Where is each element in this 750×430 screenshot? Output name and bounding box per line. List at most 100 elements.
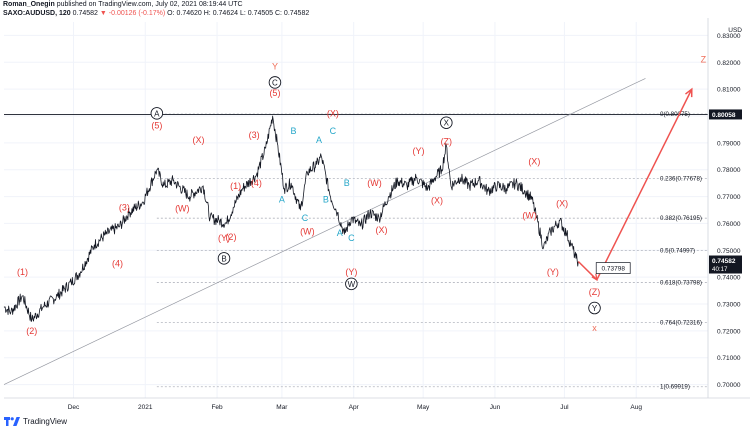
y-tick-label: 0.83000: [717, 33, 741, 40]
wave-label: (3): [249, 130, 260, 140]
brand-name: TradingView: [23, 417, 68, 426]
wave-label: Y: [592, 304, 598, 313]
symbol-line: SAXO:AUDUSD, 120 0.74582 ▼ -0.00126 (-0.…: [3, 9, 703, 18]
y-tick-label: 0.78000: [717, 167, 741, 174]
wave-label: X: [444, 119, 450, 128]
projection-down-arrowhead: [591, 273, 598, 282]
wave-label: B: [290, 126, 296, 136]
price-line: [3, 115, 579, 322]
wave-label: A: [154, 109, 160, 118]
y-tick-label: 0.72000: [717, 328, 741, 335]
wave-label: C: [302, 213, 309, 223]
x-tick-label: Mar: [276, 404, 288, 411]
wave-label: B: [323, 194, 329, 204]
projection-down-line: [577, 260, 598, 281]
wave-label: (4): [112, 259, 123, 269]
countdown-label: 40:17: [712, 266, 728, 273]
wave-label: (Y): [218, 233, 230, 243]
wave-label: B: [344, 178, 350, 188]
axes-layer: USD0.830000.820000.810000.800000.790000.…: [4, 18, 750, 411]
projection-up-arrowhead: [685, 87, 693, 98]
y-tick-label: 0.75000: [717, 248, 741, 255]
wave-label: (X): [327, 108, 339, 118]
price-series: [3, 115, 579, 322]
wave-label: Z: [701, 55, 707, 65]
x-tick-label: Feb: [211, 404, 223, 411]
wave-circle-x: [440, 116, 453, 129]
y-tick-label: 0.70000: [717, 382, 741, 389]
fib-label: 0.618(0.73798): [660, 280, 702, 287]
trendline-layer: [3, 78, 646, 385]
price-callout-box: [595, 262, 631, 274]
wave-circle-a: [150, 107, 164, 120]
wave-label: (5): [269, 88, 280, 98]
wave-label: W: [348, 280, 356, 289]
fib-label: 0.764(0.72316): [660, 319, 702, 326]
wave-label: (X): [193, 135, 205, 145]
symbol-name: SAXO:AUDUSD, 120: [3, 10, 71, 17]
last-price-tag-label: 0.74582: [712, 258, 736, 265]
y-tick-label: 0.81000: [717, 87, 741, 94]
hline-price-tag-label: 0.80058: [712, 112, 736, 119]
last-price-tag: [709, 255, 742, 274]
wave-label: (X): [375, 225, 387, 235]
x-tick-label: Aug: [630, 404, 642, 411]
projection-up-line: [596, 88, 693, 281]
projection-layer: 0.73798: [577, 87, 693, 282]
wave-label: (X): [528, 157, 540, 167]
wave-label: (X): [431, 196, 443, 206]
wave-circle-y: [588, 301, 601, 315]
wave-circle-w: [345, 277, 358, 291]
wave-label: B: [221, 254, 226, 263]
fib-label: 0.382(0.76195): [660, 215, 702, 222]
author-name: Roman_Onegin: [3, 1, 55, 8]
wave-label: (W): [522, 210, 537, 220]
publish-info: published on TradingView.com, July 02, 2…: [56, 1, 243, 8]
wave-label: (W): [300, 226, 315, 236]
wave-label: C: [348, 233, 355, 243]
hline-price-tag: [709, 109, 742, 120]
wave-label: (Z): [589, 287, 601, 297]
plot-area: [4, 21, 708, 398]
fib-label: 0.236(0.77678): [660, 175, 702, 182]
trendline: [3, 78, 646, 385]
wave-label: A: [316, 135, 322, 145]
wave-label: (X): [556, 198, 568, 208]
wave-label: A: [337, 228, 343, 238]
tradingview-logo[interactable]: TradingView: [4, 417, 67, 426]
fib-label: 0.5(0.74997): [660, 247, 695, 254]
wave-label: (1): [17, 267, 28, 277]
wave-label: (2): [225, 232, 236, 242]
wave-label: C: [330, 126, 337, 136]
ohlc-text: O: 0.74620 H: 0.74624 L: 0.74505 C: 0.74…: [167, 10, 310, 17]
tradingview-logo-icon: [4, 417, 20, 426]
y-axis-unit: USD: [728, 27, 742, 34]
wave-label: (Y): [345, 267, 357, 277]
x-tick-label: Jun: [490, 404, 501, 411]
wave-label: (W): [367, 178, 382, 188]
wave-label: (4): [251, 178, 262, 188]
publish-line: Roman_Onegin published on TradingView.co…: [3, 0, 703, 9]
y-tick-label: 0.76000: [717, 221, 741, 228]
wave-label: A: [279, 194, 285, 204]
x-tick-label: Apr: [349, 404, 360, 411]
x-tick-label: May: [417, 404, 430, 411]
wave-circle-b: [217, 252, 231, 265]
wave-label: x: [592, 323, 597, 333]
wave-label: (Y): [413, 146, 425, 156]
wave-label: C: [272, 78, 278, 87]
wave-labels: (1)(2)(3)(4)(5)A(X)(W)(1)(Y)(2)B(3)(4)(5…: [17, 55, 707, 336]
wave-label: (Z): [441, 137, 453, 147]
y-tick-label: 0.74000: [717, 275, 741, 282]
fib-label: 1(0.69919): [660, 384, 690, 391]
wave-label: Y: [272, 61, 278, 71]
y-tick-label: 0.82000: [717, 60, 741, 67]
wave-label: (W): [175, 204, 190, 214]
last-price-text: 0.74582: [72, 10, 98, 17]
change-text: -0.00126 (-0.17%): [108, 10, 166, 17]
change-arrow-icon: ▼: [99, 10, 107, 17]
y-tick-label: 0.73000: [717, 302, 741, 309]
x-tick-label: 2021: [138, 404, 153, 411]
y-tick-label: 0.79000: [717, 140, 741, 147]
